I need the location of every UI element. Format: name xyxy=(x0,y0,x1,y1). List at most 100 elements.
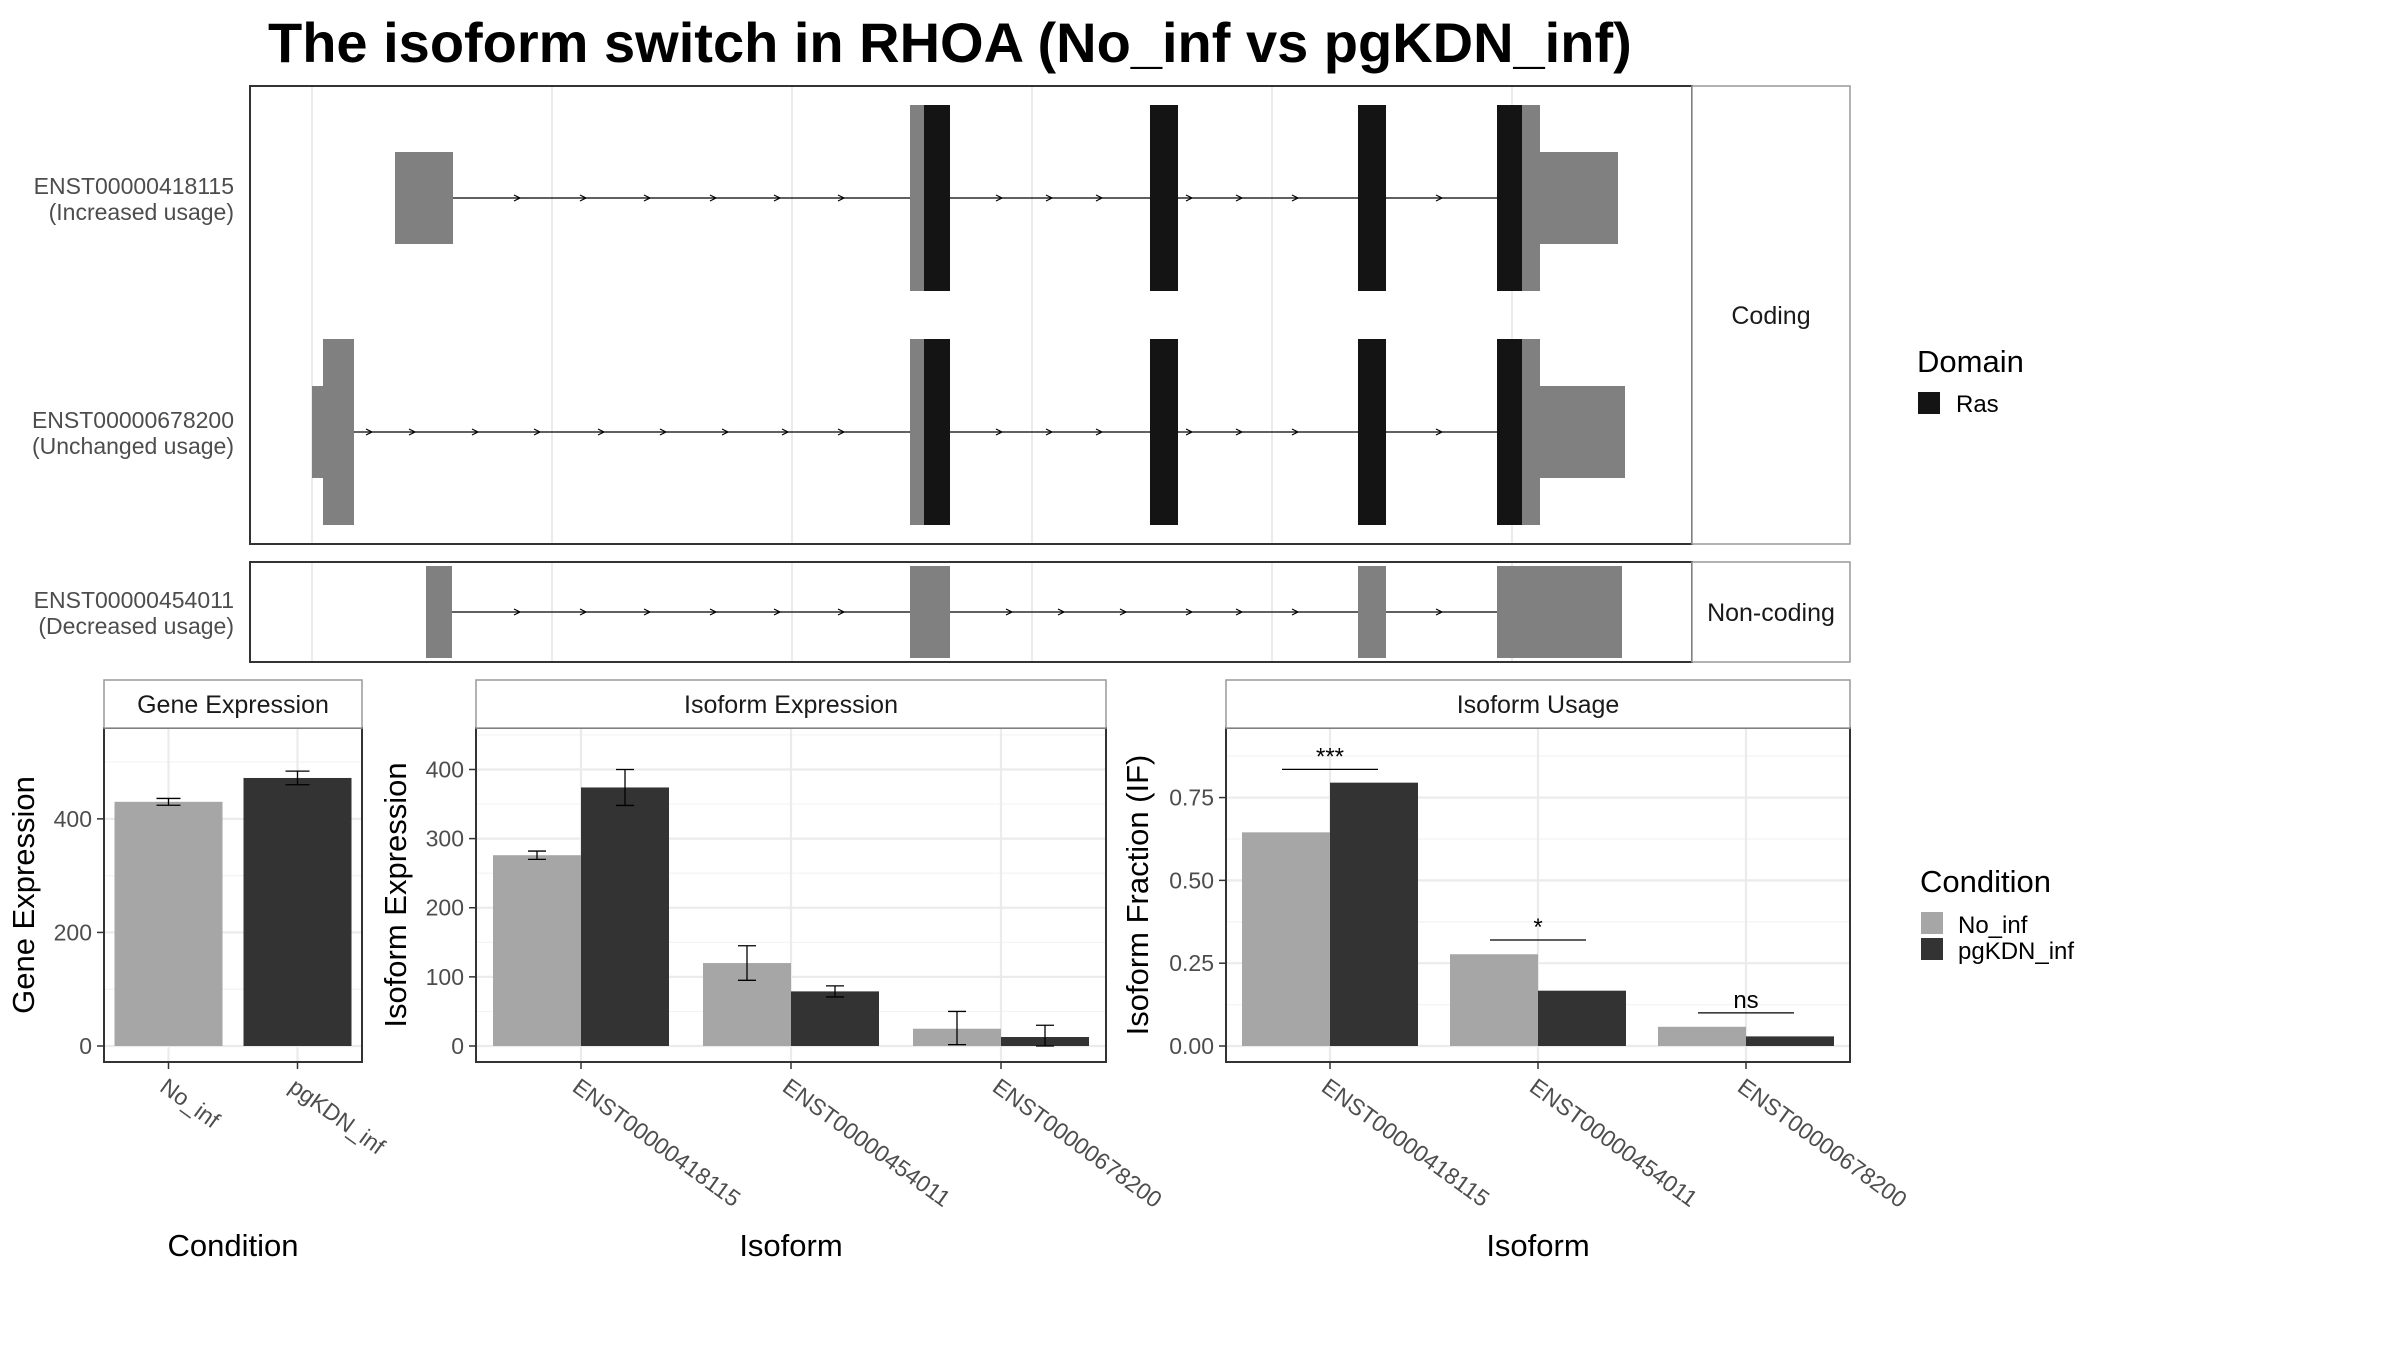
y-tick-label: 0 xyxy=(79,1033,92,1059)
domain-ras xyxy=(1358,339,1386,525)
y-tick-label: 300 xyxy=(426,826,464,852)
intron-arrow xyxy=(1291,194,1300,202)
domain-ras xyxy=(1150,105,1178,291)
domain-legend-title: Domain xyxy=(1917,344,2024,379)
chart-isoform-expression: Isoform Expression 0 100 200 300 400 ENST00000… xyxy=(378,679,1167,1263)
exon xyxy=(910,339,924,525)
condition-legend-title: Condition xyxy=(1920,864,2051,899)
isoform-label: ENST00000454011 xyxy=(34,587,234,613)
intron-arrow xyxy=(597,428,606,436)
exon xyxy=(395,152,453,244)
y-tick-label: 0 xyxy=(451,1033,464,1059)
isoform-track: ENST00000454011(Decreased usage) xyxy=(34,566,1622,658)
intron-arrow xyxy=(1435,608,1444,616)
chart-title: Isoform Expression xyxy=(684,691,898,719)
isoform-label: ENST00000418115 xyxy=(34,173,234,199)
intron-arrow xyxy=(1185,608,1194,616)
bar xyxy=(243,777,352,1046)
significance-label: ns xyxy=(1733,987,1758,1014)
domain-ras xyxy=(1497,105,1522,291)
x-axis-title: Isoform xyxy=(739,1228,842,1263)
isoform-label: ENST00000678200 xyxy=(32,407,234,433)
chart-title: Gene Expression xyxy=(137,691,329,719)
exon xyxy=(323,339,354,525)
domain-ras xyxy=(924,339,950,525)
y-tick-label: 100 xyxy=(426,964,464,990)
exon xyxy=(910,105,924,291)
intron-arrow xyxy=(1057,608,1066,616)
significance-label: * xyxy=(1533,914,1542,941)
condition-legend-label: pgKDN_inf xyxy=(1958,938,2074,965)
y-axis-title: Isoform Expression xyxy=(378,762,413,1027)
figure-title: The isoform switch in RHOA (No_inf vs pg… xyxy=(268,11,1632,74)
y-tick-label: 0.00 xyxy=(1169,1033,1214,1059)
structure-group-non-coding: ENST00000454011(Decreased usage) Non-codi… xyxy=(34,561,1851,663)
intron-arrow xyxy=(408,428,417,436)
intron-arrow xyxy=(1045,194,1054,202)
x-axis-title: Isoform xyxy=(1486,1228,1589,1263)
y-tick-label: 0.75 xyxy=(1169,785,1214,811)
exon xyxy=(426,566,452,658)
intron-arrow xyxy=(781,428,790,436)
exon xyxy=(1497,566,1622,658)
condition-legend-key xyxy=(1921,938,1943,960)
bar xyxy=(114,801,223,1046)
isoform-track: ENST00000678200(Unchanged usage) xyxy=(32,339,1625,525)
isoform-usage-label: (Decreased usage) xyxy=(38,613,234,639)
condition-legend-label: No_inf xyxy=(1958,912,2028,939)
y-axis-title: Isoform Fraction (IF) xyxy=(1120,755,1155,1036)
intron-arrow xyxy=(1435,428,1444,436)
exon xyxy=(1358,566,1386,658)
intron-arrow xyxy=(365,428,374,436)
x-tick-label: ENST00000678200 xyxy=(1733,1073,1912,1213)
intron-arrow xyxy=(837,194,846,202)
bar xyxy=(1746,1036,1834,1046)
x-tick-label: ENST00000678200 xyxy=(988,1073,1167,1213)
intron-arrow xyxy=(1235,194,1244,202)
bar xyxy=(1242,832,1330,1046)
intron-arrow xyxy=(721,428,730,436)
intron-arrow xyxy=(1095,428,1104,436)
chart-title: Isoform Usage xyxy=(1457,691,1620,719)
intron-arrow xyxy=(837,428,846,436)
y-tick-label: 0.50 xyxy=(1169,867,1214,893)
intron-arrow xyxy=(773,608,782,616)
x-tick-label: No_inf xyxy=(156,1073,226,1133)
structure-panel-background xyxy=(250,86,1692,544)
bar xyxy=(581,787,669,1046)
bar xyxy=(1450,954,1538,1046)
y-tick-label: 200 xyxy=(54,919,92,945)
x-tick-label: ENST00000454011 xyxy=(778,1073,955,1212)
intron-arrow xyxy=(995,194,1004,202)
intron-arrow xyxy=(643,608,652,616)
intron-arrow xyxy=(659,428,668,436)
bar xyxy=(1330,782,1418,1046)
isoform-usage-label: (Unchanged usage) xyxy=(32,433,234,459)
intron-arrow xyxy=(837,608,846,616)
y-axis-title: Gene Expression xyxy=(6,776,41,1014)
condition-legend-key xyxy=(1921,912,1943,934)
intron-arrow xyxy=(773,194,782,202)
intron-arrow xyxy=(471,428,480,436)
bar xyxy=(791,991,879,1046)
structure-group-coding: ENST00000418115(Increased usage)ENST0000… xyxy=(32,85,1851,545)
chart-gene-expression: Gene Expression 0 200 400 No_inf pgKDN_inf Con… xyxy=(6,679,391,1263)
intron-arrow xyxy=(579,608,588,616)
y-tick-label: 400 xyxy=(426,756,464,782)
intron-arrow xyxy=(1185,428,1194,436)
bar xyxy=(1538,990,1626,1046)
bar xyxy=(493,855,581,1046)
x-tick-label: ENST00000454011 xyxy=(1525,1073,1702,1212)
exon xyxy=(1520,105,1540,291)
group-strip xyxy=(1691,561,1851,663)
group-strip-label: Non-coding xyxy=(1707,599,1835,627)
x-tick-label: pgKDN_inf xyxy=(285,1073,391,1160)
x-tick-label: ENST00000418115 xyxy=(568,1073,745,1212)
exon xyxy=(1540,152,1618,244)
intron-arrow xyxy=(995,428,1004,436)
domain-ras xyxy=(1358,105,1386,291)
chart-strip xyxy=(1225,679,1851,729)
domain-ras xyxy=(1497,339,1522,525)
domain-legend-key xyxy=(1918,392,1940,414)
